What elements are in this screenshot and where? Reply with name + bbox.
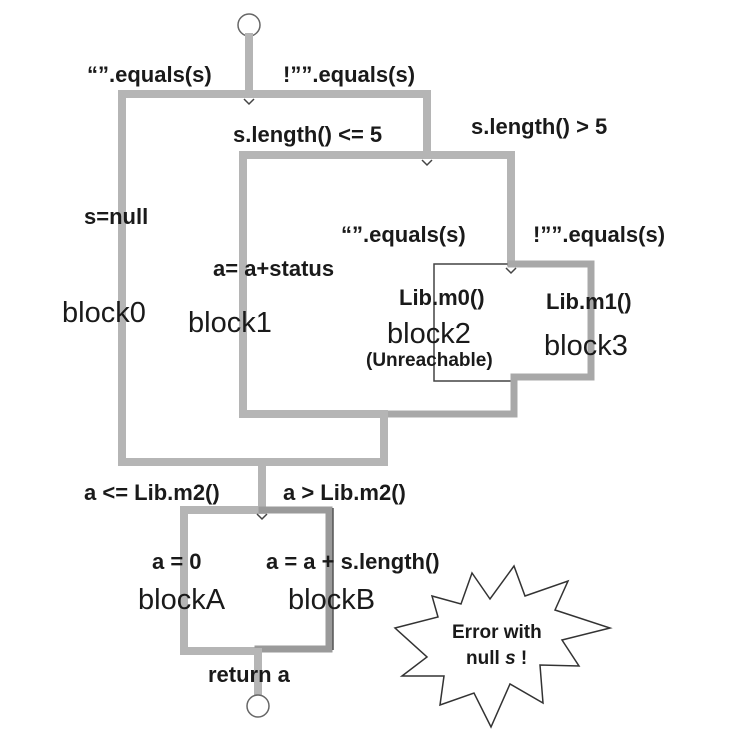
- label-empty-equals: “”.equals(s): [87, 62, 212, 87]
- label-lib-m0: Lib.m0(): [399, 285, 485, 310]
- error-line1: Error with: [452, 622, 542, 643]
- label-return-a: return a: [208, 662, 291, 687]
- block1-label: block1: [188, 307, 272, 339]
- label-gt-m2: a > Lib.m2(): [283, 480, 406, 505]
- merge-path: [258, 410, 388, 512]
- block1-path: [239, 151, 431, 418]
- block2-path: [433, 263, 512, 382]
- branch-caret-1: [243, 98, 255, 106]
- block2-note: (Unreachable): [366, 350, 493, 371]
- block3-path: [380, 260, 595, 418]
- label-a-zero: a = 0: [152, 549, 202, 574]
- blockA-path: [180, 506, 266, 655]
- block0-path: [118, 90, 266, 466]
- label-a-plus-len: a = a + s.length(): [266, 549, 440, 574]
- error-starburst: [393, 564, 613, 729]
- label-len-gt5: s.length() > 5: [471, 114, 607, 139]
- label-a-status: a= a+status: [213, 256, 334, 281]
- label-lib-m1: Lib.m1(): [546, 289, 632, 314]
- blockA-label: blockA: [138, 584, 226, 616]
- error-var-s: s: [505, 648, 516, 669]
- len-gt5-path: [423, 151, 515, 266]
- branch-caret-2: [421, 159, 433, 167]
- block3-label: block3: [544, 330, 628, 362]
- block2-label: block2: [387, 318, 471, 350]
- blockB-path: [254, 506, 333, 653]
- error-suffix: !: [521, 648, 527, 669]
- label-inner-empty-equals: “”.equals(s): [341, 222, 466, 247]
- branch-caret-4: [256, 513, 268, 521]
- error-null-text: null: [466, 648, 505, 669]
- end-node: [246, 694, 270, 718]
- top-right-path: [245, 90, 431, 157]
- label-le-m2: a <= Lib.m2(): [84, 480, 220, 505]
- label-inner-not-empty-equals: !””.equals(s): [533, 222, 665, 247]
- blockB-label: blockB: [288, 584, 375, 616]
- start-node: [237, 13, 261, 37]
- label-len-le5: s.length() <= 5: [233, 122, 382, 147]
- error-line2: null s !: [466, 648, 527, 669]
- block0-label: block0: [62, 297, 146, 329]
- label-s-null: s=null: [84, 204, 148, 229]
- branch-caret-3: [505, 267, 517, 275]
- label-not-empty-equals: !””.equals(s): [283, 62, 415, 87]
